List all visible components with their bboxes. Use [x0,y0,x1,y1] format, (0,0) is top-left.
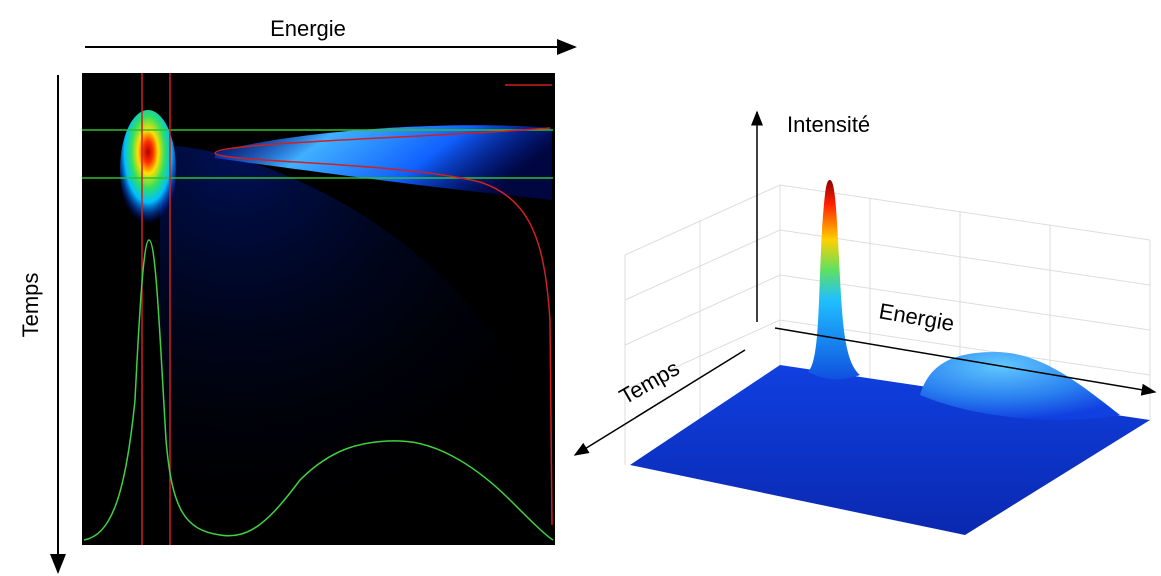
grid-box [624,184,1151,465]
surface-peak [808,180,860,380]
surface-energy-label: Energie [877,298,956,336]
surface-energy-arrow [774,327,1157,396]
surface-time-arrow [573,349,746,456]
surface-hump [920,352,1120,420]
energy-label: Energie [270,16,346,41]
intensity-label: Intensité [787,112,870,137]
time-profile [83,239,554,541]
heatmap-tail [160,145,550,545]
time-label: Temps [18,273,43,338]
heatmap-peak [120,110,176,230]
heatmap-band [215,125,552,200]
energy-profile [214,84,553,526]
